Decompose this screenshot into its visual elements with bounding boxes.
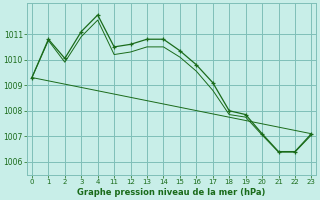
X-axis label: Graphe pression niveau de la mer (hPa): Graphe pression niveau de la mer (hPa) — [77, 188, 266, 197]
